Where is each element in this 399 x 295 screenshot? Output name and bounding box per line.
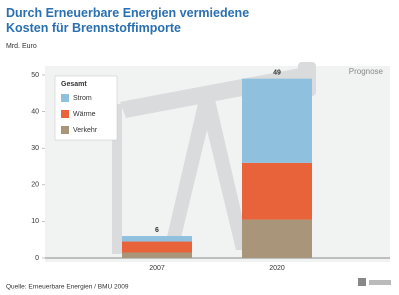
- legend-label: Verkehr: [73, 127, 98, 134]
- chart-title: Durch Erneuerbare Energien vermiedene: [6, 6, 249, 20]
- y-tick-label: 30: [31, 145, 39, 152]
- legend-label: Strom: [73, 95, 92, 102]
- legend-swatch: [61, 94, 69, 102]
- bar-segment: [242, 79, 312, 163]
- bar-segment: [242, 163, 312, 220]
- bar-segment: [122, 236, 192, 241]
- source: Quelle: Erneuerbare Energien / BMU 2009: [6, 284, 129, 291]
- bar-segment: [122, 242, 192, 253]
- x-tick-label: 2007: [149, 265, 165, 272]
- legend-swatch: [61, 126, 69, 134]
- y-tick-label: 50: [31, 72, 39, 79]
- legend-title: Gesamt: [61, 81, 87, 88]
- y-tick-label: 20: [31, 182, 39, 189]
- y-axis-label: Mrd. Euro: [6, 43, 37, 50]
- y-tick-label: 0: [35, 255, 39, 262]
- legend-swatch: [61, 110, 69, 118]
- chart: Durch Erneuerbare Energien vermiedene Ko…: [0, 0, 399, 295]
- bar-segment: [122, 253, 192, 258]
- total-label: 49: [273, 70, 281, 77]
- annotation: Prognose: [349, 67, 384, 76]
- total-label: 6: [155, 227, 159, 234]
- y-tick-label: 10: [31, 218, 39, 225]
- y-tick-label: 40: [31, 108, 39, 115]
- bar-segment: [242, 220, 312, 258]
- x-tick-label: 2020: [269, 265, 285, 272]
- legend-label: Wärme: [73, 111, 96, 118]
- chart-title: Kosten für Brennstoffimporte: [6, 21, 181, 35]
